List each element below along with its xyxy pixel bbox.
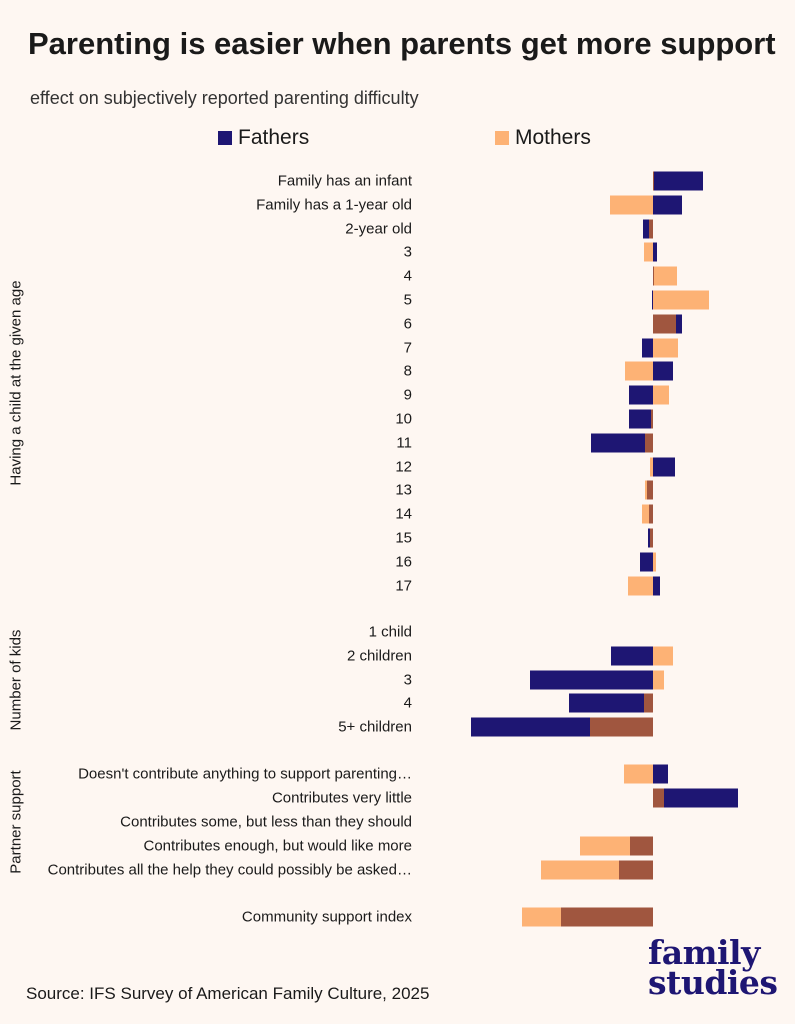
row-label: 8 bbox=[403, 362, 412, 380]
row-label: 3 bbox=[403, 671, 412, 689]
row-label: 16 bbox=[395, 553, 412, 571]
bar-fathers bbox=[653, 457, 675, 477]
row-label: 13 bbox=[395, 481, 412, 499]
row-label: 5 bbox=[403, 291, 412, 309]
chart-title: Parenting is easier when parents get mor… bbox=[28, 26, 776, 61]
bar-mothers bbox=[653, 385, 669, 405]
row-label: 15 bbox=[395, 529, 412, 547]
row-label: 3 bbox=[403, 243, 412, 261]
family-studies-logo: family studies bbox=[648, 933, 778, 1002]
group-label: Partner support bbox=[7, 770, 25, 874]
legend-swatch-mothers bbox=[495, 131, 509, 145]
bar-fathers bbox=[629, 409, 653, 429]
bar-overlap bbox=[644, 693, 653, 713]
bar-fathers bbox=[569, 693, 653, 713]
row-label: Community support index bbox=[241, 908, 412, 926]
bar-overlap bbox=[630, 836, 653, 856]
bar-overlap bbox=[653, 171, 654, 191]
bar-mothers bbox=[644, 242, 653, 262]
bar-fathers bbox=[653, 242, 657, 262]
row-label: 17 bbox=[395, 577, 412, 595]
row-label: Contributes very little bbox=[271, 789, 412, 807]
bar-fathers bbox=[643, 219, 653, 239]
chart-subtitle: effect on subjectively reported parentin… bbox=[30, 88, 419, 108]
row-label: 2-year old bbox=[345, 220, 412, 238]
bar-mothers bbox=[628, 576, 653, 596]
bar-fathers bbox=[652, 290, 653, 310]
row-label: 10 bbox=[395, 410, 412, 428]
bar-overlap bbox=[651, 409, 653, 429]
bar-mothers bbox=[625, 361, 653, 381]
row-label: Contributes some, but less than they sho… bbox=[120, 813, 412, 831]
bar-overlap bbox=[649, 504, 653, 524]
bar-mothers bbox=[653, 552, 656, 572]
bar-mothers bbox=[653, 670, 664, 690]
bar-fathers bbox=[653, 195, 682, 215]
bar-fathers bbox=[653, 576, 660, 596]
row-label: 14 bbox=[395, 505, 412, 523]
bar-overlap bbox=[590, 717, 653, 737]
bar-overlap bbox=[653, 314, 676, 334]
row-label: 5+ children bbox=[338, 718, 412, 736]
bar-mothers bbox=[653, 338, 678, 358]
legend-label-mothers: Mothers bbox=[515, 126, 591, 149]
row-label: 12 bbox=[395, 458, 412, 476]
row-label: 9 bbox=[403, 386, 412, 404]
bar-overlap bbox=[619, 860, 653, 880]
row-label: 4 bbox=[403, 267, 412, 285]
group-label: Number of kids bbox=[7, 629, 25, 731]
bar-overlap bbox=[653, 788, 664, 808]
bar-fathers bbox=[653, 788, 738, 808]
bar-fathers bbox=[629, 385, 653, 405]
row-label: 7 bbox=[403, 339, 412, 357]
bar-fathers bbox=[653, 171, 703, 191]
legend-item-fathers: Fathers bbox=[218, 126, 309, 150]
bar-fathers bbox=[653, 361, 673, 381]
bar-fathers bbox=[653, 764, 668, 784]
bar-mothers bbox=[650, 457, 653, 477]
bar-fathers bbox=[591, 433, 653, 453]
bar-mothers bbox=[610, 195, 653, 215]
group-label: Having a child at the given age bbox=[7, 280, 25, 486]
row-label: Doesn't contribute anything to support p… bbox=[78, 765, 412, 783]
row-label: Contributes enough, but would like more bbox=[143, 837, 413, 855]
row-label: Family has an infant bbox=[277, 172, 412, 190]
bar-fathers bbox=[642, 338, 653, 358]
bar-mothers bbox=[653, 290, 709, 310]
legend-item-mothers: Mothers bbox=[495, 126, 591, 150]
bar-overlap bbox=[650, 528, 653, 548]
bar-fathers bbox=[640, 552, 653, 572]
source-note: Source: IFS Survey of American Family Cu… bbox=[26, 984, 430, 1003]
legend-label-fathers: Fathers bbox=[238, 126, 310, 149]
row-label: Contributes all the help they could poss… bbox=[47, 861, 412, 879]
row-label: 1 child bbox=[368, 623, 412, 641]
bar-overlap bbox=[647, 480, 653, 500]
bar-overlap bbox=[645, 433, 653, 453]
logo-line-1: family bbox=[648, 933, 760, 972]
bar-mothers bbox=[624, 764, 653, 784]
row-label: 2 children bbox=[346, 647, 412, 665]
bar-overlap bbox=[653, 266, 654, 286]
row-label: 11 bbox=[396, 434, 412, 452]
bar-overlap bbox=[561, 907, 653, 927]
row-label: 4 bbox=[403, 694, 412, 712]
bar-mothers bbox=[653, 266, 677, 286]
bar-mothers bbox=[653, 646, 673, 666]
bar-fathers bbox=[530, 670, 653, 690]
row-label: 6 bbox=[403, 315, 412, 333]
bar-mothers bbox=[642, 504, 653, 524]
row-label: Family has a 1-year old bbox=[256, 196, 412, 214]
logo-line-2: studies bbox=[648, 963, 778, 1002]
bar-fathers bbox=[611, 646, 653, 666]
legend-swatch-fathers bbox=[218, 131, 232, 145]
bar-overlap bbox=[649, 219, 653, 239]
